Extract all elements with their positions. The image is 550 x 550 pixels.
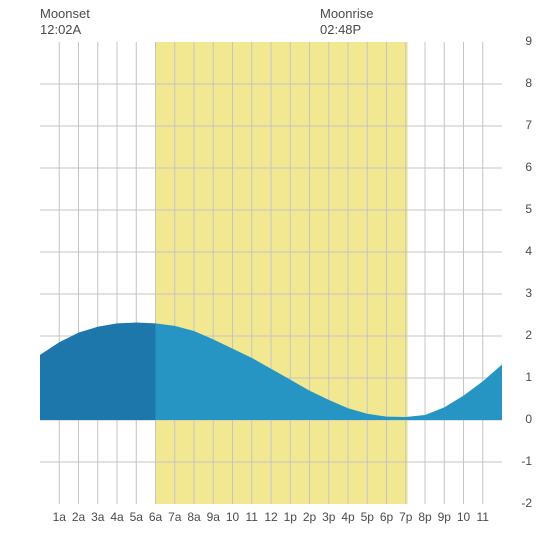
- x-tick-label: 6a: [146, 510, 166, 524]
- y-tick-label: 7: [508, 118, 532, 132]
- plot-svg: [0, 0, 550, 550]
- x-tick-label: 5a: [126, 510, 146, 524]
- x-tick-label: 12: [261, 510, 281, 524]
- x-tick-label: 8p: [415, 510, 435, 524]
- x-tick-label: 4a: [107, 510, 127, 524]
- x-tick-label: 10: [223, 510, 243, 524]
- y-tick-label: 6: [508, 160, 532, 174]
- x-tick-label: 1a: [49, 510, 69, 524]
- y-tick-label: 0: [508, 412, 532, 426]
- x-tick-label: 3a: [88, 510, 108, 524]
- y-tick-label: 1: [508, 370, 532, 384]
- x-tick-label: 3p: [319, 510, 339, 524]
- chart-container: Moonset 12:02A Moonrise 02:48P 1a2a3a4a5…: [0, 0, 550, 550]
- x-tick-label: 9p: [434, 510, 454, 524]
- y-tick-label: 5: [508, 202, 532, 216]
- y-tick-label: 4: [508, 244, 532, 258]
- x-tick-label: 9a: [203, 510, 223, 524]
- x-tick-label: 1p: [280, 510, 300, 524]
- x-tick-label: 11: [242, 510, 262, 524]
- x-tick-label: 2a: [69, 510, 89, 524]
- x-tick-label: 6p: [377, 510, 397, 524]
- x-tick-label: 10: [454, 510, 474, 524]
- y-tick-label: 8: [508, 76, 532, 90]
- x-tick-label: 5p: [357, 510, 377, 524]
- x-tick-label: 2p: [300, 510, 320, 524]
- y-tick-label: -2: [508, 496, 532, 510]
- x-tick-label: 8a: [184, 510, 204, 524]
- y-tick-label: 2: [508, 328, 532, 342]
- x-tick-label: 7p: [396, 510, 416, 524]
- x-tick-label: 4p: [338, 510, 358, 524]
- y-tick-label: 9: [508, 34, 532, 48]
- y-tick-label: 3: [508, 286, 532, 300]
- x-tick-label: 7a: [165, 510, 185, 524]
- y-tick-label: -1: [508, 454, 532, 468]
- x-tick-label: 11: [473, 510, 493, 524]
